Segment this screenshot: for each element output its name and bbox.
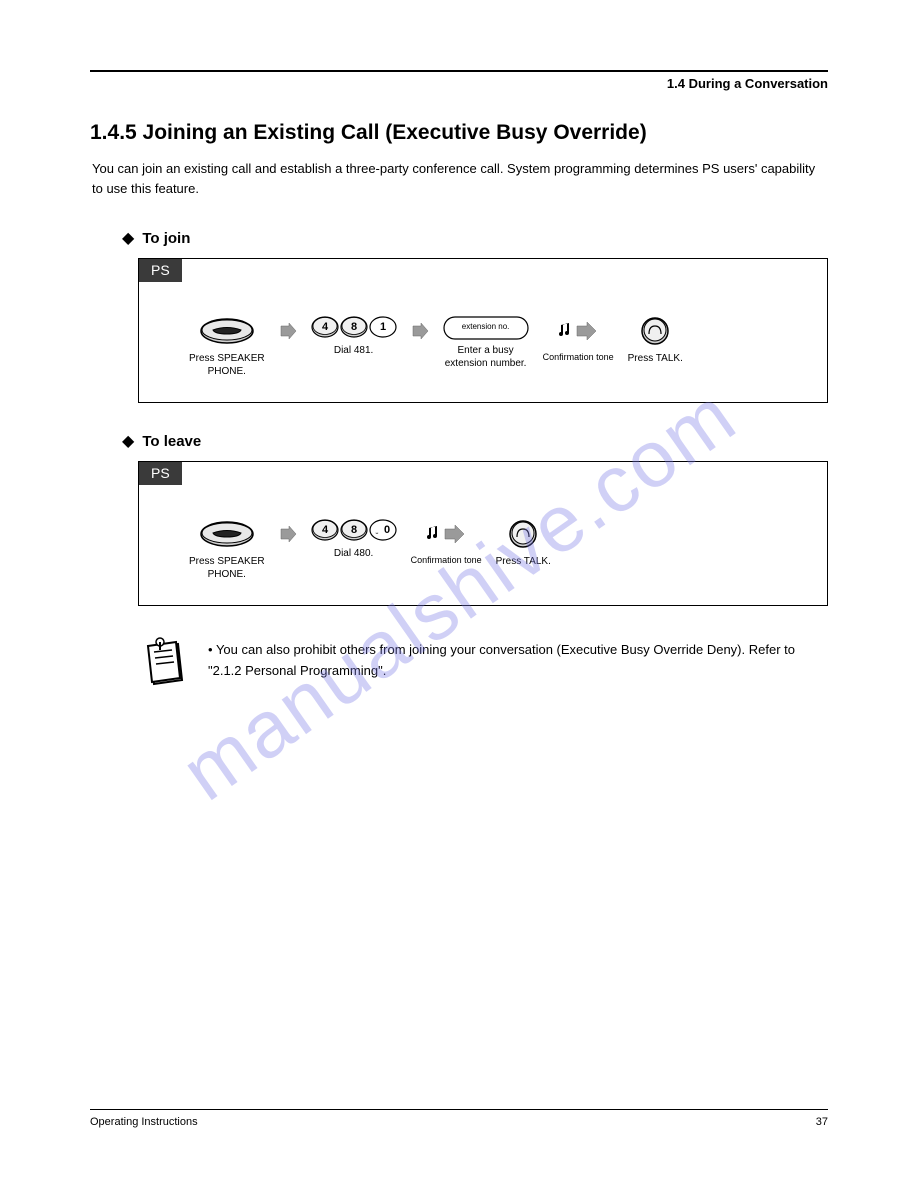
step-speakerphone: Press SPEAKER PHONE.	[189, 316, 265, 378]
step-label: Enter a busy extension number.	[445, 344, 527, 370]
svg-text:4: 4	[322, 321, 329, 333]
svg-text:8: 8	[351, 321, 357, 333]
subhead-leave: ◆ To leave	[122, 431, 828, 451]
footer-rule	[90, 1109, 828, 1110]
key-0-icon: ⎵0	[369, 519, 397, 541]
footer: Operating Instructions 37	[90, 1109, 828, 1128]
step-label: Confirmation tone	[411, 555, 482, 567]
arrow-icon	[443, 524, 465, 544]
procedure-join-box: PS Press SPEAKER PHONE. 4 8 1 Dia	[138, 258, 828, 403]
step-extension-input: extension no. Enter a busy extension num…	[443, 316, 529, 370]
svg-text:0: 0	[384, 524, 390, 536]
key-4-icon: 4	[311, 316, 339, 338]
step-label: Press TALK.	[628, 352, 683, 365]
diamond-icon: ◆	[122, 431, 134, 451]
speakerphone-icon	[199, 316, 255, 346]
tab-ps: PS	[139, 259, 182, 282]
key-8-icon: 8	[340, 519, 368, 541]
section-title: 1.4.5 Joining an Existing Call (Executiv…	[90, 121, 828, 145]
page-container: 1.4 During a Conversation 1.4.5 Joining …	[0, 0, 918, 735]
bullet-icon: •	[208, 642, 213, 657]
music-note-icon	[427, 525, 441, 543]
section-intro: You can join an existing call and establ…	[90, 159, 828, 198]
note-icon	[138, 636, 188, 695]
diamond-icon: ◆	[122, 228, 134, 248]
arrow-icon	[411, 316, 429, 346]
step-label: Press TALK.	[496, 555, 551, 568]
arrow-icon	[575, 321, 597, 341]
procedure-leave-box: PS Press SPEAKER PHONE. 4 8 ⎵0 Di	[138, 461, 828, 606]
footer-page-number: 37	[816, 1116, 828, 1128]
header-rule	[90, 70, 828, 72]
tab-ps: PS	[139, 462, 182, 485]
step-label: Confirmation tone	[543, 352, 614, 364]
input-placeholder: extension no.	[462, 322, 510, 332]
note-text: • You can also prohibit others from join…	[208, 636, 828, 682]
subhead-leave-label: To leave	[142, 433, 201, 450]
talk-button-icon	[508, 519, 538, 549]
footer-left: Operating Instructions	[90, 1116, 198, 1128]
subhead-join-label: To join	[142, 230, 190, 247]
step-speakerphone: Press SPEAKER PHONE.	[189, 519, 265, 581]
step-label: Press SPEAKER PHONE.	[189, 555, 265, 581]
arrow-icon	[279, 519, 297, 549]
step-talk: Press TALK.	[628, 316, 683, 365]
music-note-icon	[559, 322, 573, 340]
procedure-leave-content: Press SPEAKER PHONE. 4 8 ⎵0 Dial 480. Co…	[139, 485, 827, 605]
speakerphone-icon	[199, 519, 255, 549]
step-talk: Press TALK.	[496, 519, 551, 568]
talk-button-icon	[640, 316, 670, 346]
svg-text:4: 4	[322, 524, 329, 536]
header-right: 1.4 During a Conversation	[90, 76, 828, 91]
key-4-icon: 4	[311, 519, 339, 541]
arrow-icon	[279, 316, 297, 346]
step-label: Press SPEAKER PHONE.	[189, 352, 265, 378]
step-label: Dial 481.	[334, 344, 373, 357]
step-dial-481: 4 8 1 Dial 481.	[311, 316, 397, 357]
subhead-join: ◆ To join	[122, 228, 828, 248]
key-1-icon: 1	[369, 316, 397, 338]
note-block: • You can also prohibit others from join…	[138, 636, 828, 695]
note-body: You can also prohibit others from joinin…	[208, 642, 795, 678]
key-8-icon: 8	[340, 316, 368, 338]
svg-text:1: 1	[380, 321, 386, 333]
svg-text:8: 8	[351, 524, 357, 536]
step-dial-480: 4 8 ⎵0 Dial 480.	[311, 519, 397, 560]
step-label: Dial 480.	[334, 547, 373, 560]
procedure-join-content: Press SPEAKER PHONE. 4 8 1 Dial 481.	[139, 282, 827, 402]
step-confirmation: Confirmation tone	[543, 316, 614, 364]
step-confirmation: Confirmation tone	[411, 519, 482, 567]
